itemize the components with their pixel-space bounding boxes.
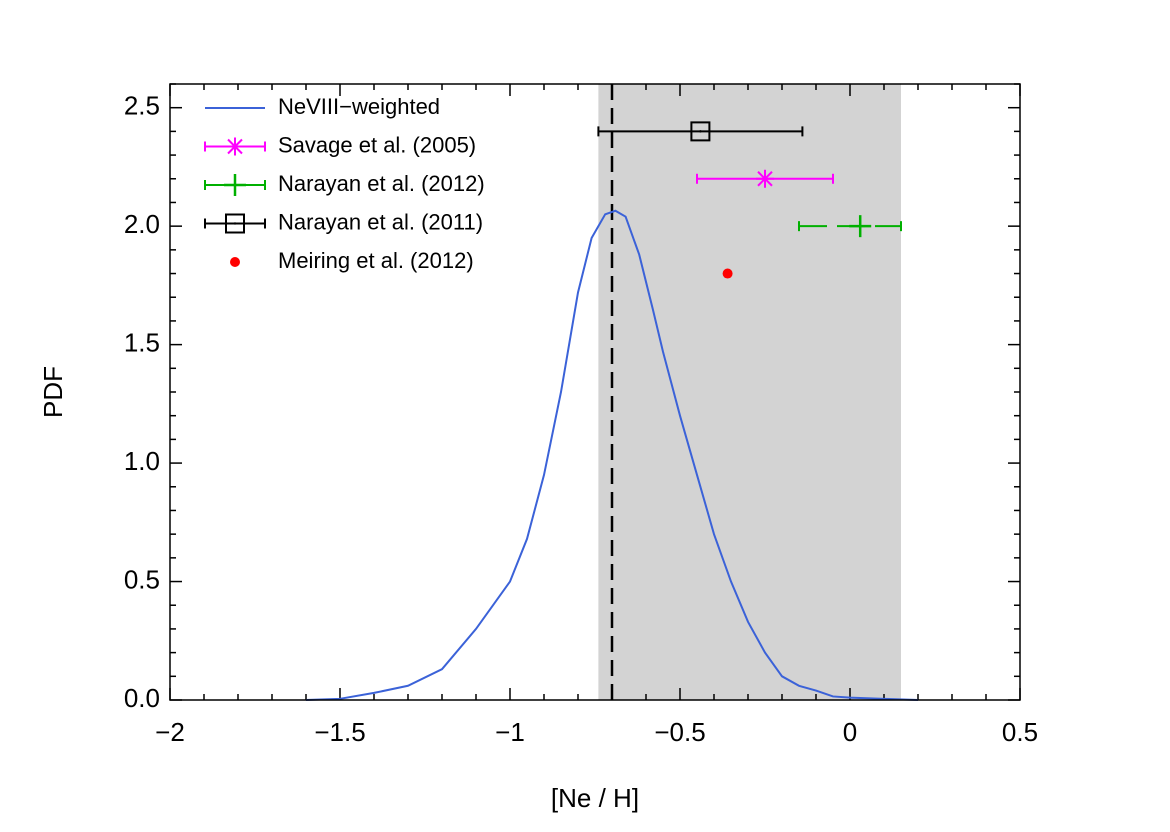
x-axis-label: [Ne / H] — [551, 783, 639, 813]
y-tick-label: 2.5 — [124, 91, 160, 121]
legend-label: NeVIII−weighted — [278, 94, 440, 119]
x-tick-label: 0 — [843, 717, 857, 747]
marker-stroke — [757, 171, 773, 187]
marker — [230, 257, 240, 267]
legend-label: Narayan et al. (2012) — [278, 171, 485, 196]
y-tick-label: 1.5 — [124, 327, 160, 357]
legend-label: Narayan et al. (2011) — [278, 209, 483, 234]
y-tick-label: 1.0 — [124, 446, 160, 476]
marker-center — [233, 222, 237, 225]
marker-dot — [230, 257, 240, 267]
marker-center — [699, 130, 702, 133]
marker — [225, 213, 245, 234]
marker-square — [690, 121, 711, 142]
marker — [226, 137, 244, 156]
marker — [756, 169, 774, 188]
marker — [849, 215, 872, 238]
marker — [224, 174, 246, 196]
plot-frame — [169, 83, 1021, 701]
x-tick-label: −1.5 — [314, 717, 365, 747]
y-tick-label: 0.5 — [124, 564, 160, 594]
pdf-curve — [305, 209, 919, 701]
marker-square — [225, 213, 245, 234]
y-tick-label: 2.0 — [124, 209, 160, 239]
y-tick-label: 0.0 — [124, 683, 160, 713]
shaded-region — [598, 84, 901, 700]
y-axis-label: PDF — [38, 366, 68, 418]
x-tick-label: −1 — [495, 717, 525, 747]
x-tick-label: 0.5 — [1002, 717, 1038, 747]
legend-label: Meiring et al. (2012) — [278, 248, 474, 273]
marker — [690, 121, 711, 142]
marker — [722, 268, 733, 279]
marker-stroke — [227, 138, 243, 155]
x-tick-label: −0.5 — [654, 717, 705, 747]
x-tick-label: −2 — [155, 717, 185, 747]
legend-label: Savage et al. (2005) — [278, 132, 476, 157]
marker-dot — [722, 268, 733, 279]
